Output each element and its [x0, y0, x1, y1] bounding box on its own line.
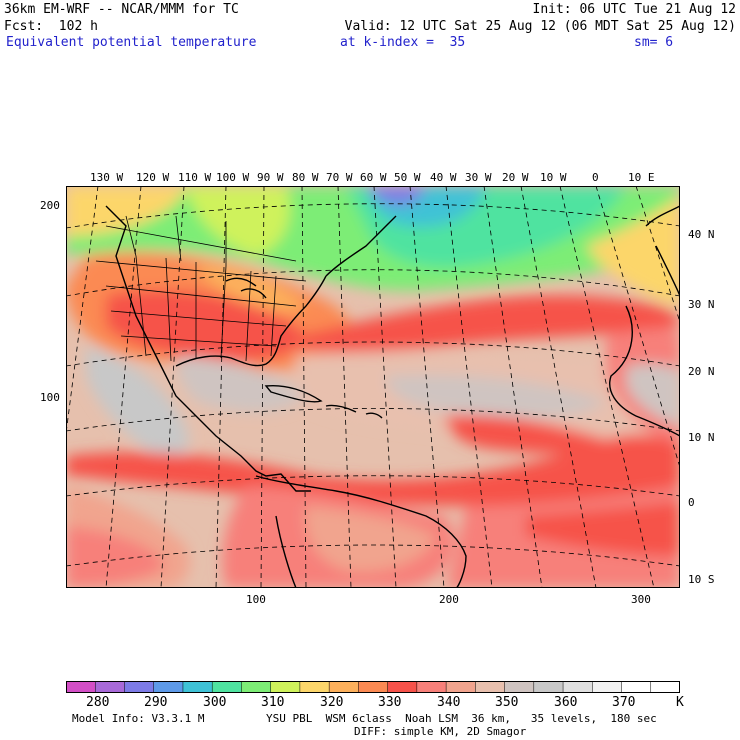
colorbar-swatch	[475, 681, 506, 693]
colorbar-tick-label: 280	[86, 695, 110, 710]
model-title: 36km EM-WRF -- NCAR/MMM for TC	[4, 2, 239, 17]
colorbar-swatch	[241, 681, 272, 693]
diffusion-info: DIFF: simple KM, 2D Smagor	[354, 725, 527, 738]
lat-label: 10 N	[688, 431, 715, 444]
lat-label: 10 S	[688, 573, 715, 586]
colorbar-swatch	[182, 681, 213, 693]
colorbar-swatch	[299, 681, 330, 693]
colorbar-swatch	[504, 681, 535, 693]
grid-x-label: 200	[439, 593, 459, 606]
lon-label: 40 W	[430, 171, 457, 184]
grid-x-label: 100	[246, 593, 266, 606]
lon-label: 80 W	[292, 171, 319, 184]
colorbar-swatch	[358, 681, 389, 693]
forecast-hour: Fcst: 102 h	[4, 19, 98, 34]
colorbar-swatch	[387, 681, 418, 693]
colorbar-tick-label: 290	[144, 695, 168, 710]
colorbar-tick-label: 350	[495, 695, 519, 710]
lat-label: 20 N	[688, 365, 715, 378]
colorbar-tick-label: 310	[261, 695, 285, 710]
colorbar-swatch	[94, 681, 126, 693]
political-boundaries	[95, 215, 307, 362]
lon-label: 70 W	[326, 171, 353, 184]
valid-time: Valid: 12 UTC Sat 25 Aug 12 (06 MDT Sat …	[344, 19, 736, 34]
field-shading	[66, 186, 680, 588]
colorbar-tick-label: 370	[612, 695, 636, 710]
map-frame	[66, 186, 680, 588]
lon-label: 130 W	[90, 171, 124, 184]
colorbar-swatch	[153, 681, 184, 693]
colorbar-tick-label: 330	[378, 695, 402, 710]
lon-label: 90 W	[257, 171, 284, 184]
colorbar-swatch	[621, 681, 652, 693]
lon-label: 110 W	[178, 171, 212, 184]
colorbar-swatch	[66, 681, 96, 693]
grid-x-label: 300	[631, 593, 651, 606]
colorbar	[66, 681, 680, 693]
colorbar-swatch	[328, 681, 360, 693]
lon-label: 60 W	[360, 171, 387, 184]
lon-label: 10 E	[628, 171, 655, 184]
grid-y-label: 200	[40, 199, 60, 212]
level-label: at k-index = 35	[340, 35, 466, 50]
colorbar-tick-label: 300	[203, 695, 227, 710]
lon-label: 120 W	[136, 171, 170, 184]
smoothing-label: sm= 6	[634, 35, 674, 50]
init-time: Init: 06 UTC Tue 21 Aug 12	[532, 2, 737, 17]
colorbar-swatch	[211, 681, 243, 693]
lon-label: 100 W	[216, 171, 250, 184]
lat-label: 0	[688, 496, 695, 509]
colorbar-swatch	[562, 681, 594, 693]
colorbar-swatch	[445, 681, 477, 693]
lat-label: 40 N	[688, 228, 715, 241]
colorbar-swatch	[650, 681, 680, 693]
theta-e-map	[66, 186, 680, 588]
colorbar-unit: K	[676, 695, 684, 710]
lon-label: 50 W	[394, 171, 421, 184]
lon-label: 10 W	[540, 171, 567, 184]
model-info: Model Info: V3.3.1 M	[72, 712, 205, 725]
lon-label: 20 W	[502, 171, 529, 184]
coastlines	[105, 205, 680, 588]
colorbar-swatch	[533, 681, 564, 693]
colorbar-swatch	[270, 681, 301, 693]
field-name: Equivalent potential temperature	[6, 35, 257, 50]
colorbar-swatch	[592, 681, 623, 693]
colorbar-tick-label: 320	[320, 695, 344, 710]
lon-label: 30 W	[465, 171, 492, 184]
lon-label: 0	[592, 171, 599, 184]
graticule	[66, 186, 680, 588]
grid-y-label: 100	[40, 391, 60, 404]
colorbar-swatch	[416, 681, 447, 693]
physics-info: YSU PBL WSM 6class Noah LSM 36 km, 35 le…	[266, 712, 657, 725]
lat-label: 30 N	[688, 298, 715, 311]
colorbar-swatch	[124, 681, 155, 693]
colorbar-tick-label: 340	[437, 695, 461, 710]
colorbar-tick-label: 360	[554, 695, 578, 710]
